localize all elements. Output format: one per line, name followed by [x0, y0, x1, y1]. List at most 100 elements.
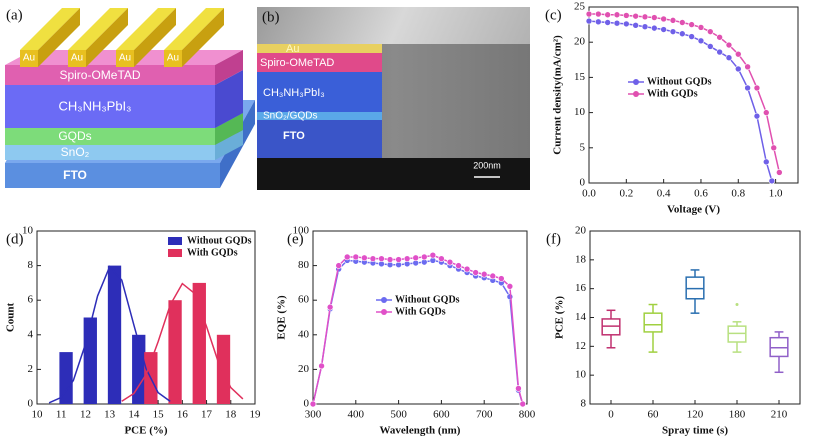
perovskite-front — [5, 85, 215, 128]
x-tick-label: 16 — [177, 409, 189, 421]
data-point — [498, 275, 505, 282]
electrode-side — [38, 8, 80, 67]
data-point — [506, 283, 514, 290]
electrode-label: Au — [119, 53, 131, 64]
data-point — [669, 28, 677, 35]
electrode-side — [86, 8, 128, 67]
data-point — [651, 14, 658, 21]
bar — [107, 265, 122, 404]
y-tick-label: 12 — [575, 340, 586, 352]
sem-spiro — [257, 53, 382, 72]
data-point — [403, 255, 411, 262]
legend-marker — [633, 79, 639, 85]
data-point — [744, 84, 751, 92]
x-axis-title: Spray time (s) — [662, 425, 728, 437]
y-tick-label: 8 — [581, 398, 587, 410]
series-line — [121, 282, 244, 402]
data-point — [585, 17, 593, 25]
x-axis-title: Wavelength (nm) — [380, 425, 461, 437]
legend-label: Without GQDs — [395, 294, 460, 305]
data-point — [753, 112, 761, 120]
y-tick-label: 2 — [28, 363, 34, 375]
y-tick-label: 80 — [298, 259, 310, 271]
spiro-front — [5, 65, 215, 85]
electrode-top — [20, 8, 80, 50]
data-point — [697, 37, 705, 45]
bar — [216, 334, 231, 404]
x-tick-label: 14 — [128, 409, 140, 421]
data-point — [706, 28, 714, 35]
layer-label: FTO — [283, 130, 305, 142]
chart-panel: (c) Voltage (V) Current density(mA/cm²) 0 5 1… — [545, 1, 799, 216]
data-point — [386, 256, 394, 263]
data-point — [378, 255, 385, 262]
sem-perovskite — [257, 72, 382, 112]
x-tick-label: 19 — [250, 409, 262, 421]
electrode-label: Au — [23, 53, 35, 64]
data-point — [734, 65, 742, 73]
data-point — [641, 13, 649, 21]
data-point — [480, 270, 488, 278]
data-point — [420, 253, 428, 261]
data-point — [716, 33, 723, 41]
chart-panel: (d) PCE (%) Count 0 2 4 6 8 10 10 11 12 13 14 15 16 17 18… — [5, 225, 261, 437]
data-point — [651, 24, 658, 32]
x-tick-label: 15 — [153, 409, 165, 421]
y-axis-title: Current density(mA/cm²) — [552, 35, 564, 155]
y-tick-label: 0 — [28, 398, 34, 410]
x-tick-label: 0.0 — [582, 188, 596, 200]
electrode-top — [68, 8, 128, 50]
data-point — [595, 18, 602, 26]
scale-bar-label: 200nm — [473, 160, 501, 170]
x-tick-label: 12 — [80, 409, 91, 421]
data-point — [519, 400, 527, 408]
device-schematic: (a) Au Au Au Au Spiro-OMeTAD CH₃NH₃PbI₃ … — [5, 7, 255, 188]
data-point — [335, 262, 342, 269]
x-tick-label: 0 — [608, 409, 614, 421]
sem-au — [257, 44, 382, 53]
y-tick-label: 10 — [575, 369, 587, 381]
data-point — [697, 24, 705, 31]
data-point — [604, 19, 611, 26]
data-point — [438, 255, 445, 262]
x-tick-label: 11 — [56, 409, 67, 421]
plot-frame — [589, 230, 801, 405]
y-axis-title: PCE (%) — [554, 296, 566, 339]
electrode-side — [182, 8, 224, 67]
x-tick-label: 800 — [519, 409, 536, 421]
bar — [59, 352, 73, 404]
layer-label: SnO₂ — [61, 145, 90, 159]
data-point — [604, 11, 611, 19]
sem-sno2 — [257, 112, 382, 120]
data-point — [688, 33, 695, 40]
data-point — [515, 385, 522, 392]
legend-marker — [381, 297, 387, 303]
data-point — [768, 177, 776, 185]
x-tick-label: 0.8 — [731, 188, 745, 200]
x-tick-label: 18 — [225, 409, 237, 421]
legend-swatch — [168, 237, 182, 245]
data-point — [706, 43, 714, 50]
chart-panel: (e) Wavelength (nm) EQE (%) 0 20 40 60 80 100 300… — [276, 225, 536, 437]
electrode-label: Au — [167, 53, 179, 64]
data-point — [725, 41, 733, 49]
spiro-side — [215, 50, 243, 85]
y-tick-label: 8 — [28, 259, 34, 271]
y-tick-label: 0 — [304, 398, 310, 410]
plot-frame — [588, 6, 799, 184]
x-tick-label: 1.0 — [769, 188, 783, 200]
data-point — [595, 10, 602, 18]
fto-front — [5, 163, 220, 188]
legend-label: With GQDs — [647, 88, 698, 99]
panel-label: (b) — [262, 9, 280, 25]
electrode-front — [20, 50, 38, 67]
y-tick-label: 4 — [28, 328, 34, 340]
data-point — [489, 272, 497, 280]
legend-label: With GQDs — [187, 247, 238, 258]
electrode-side — [134, 8, 176, 67]
x-tick-label: 0.2 — [619, 188, 633, 200]
x-tick-label: 210 — [771, 409, 788, 421]
x-axis-title: Voltage (V) — [667, 204, 720, 216]
data-point — [660, 15, 667, 23]
data-point — [309, 400, 317, 408]
